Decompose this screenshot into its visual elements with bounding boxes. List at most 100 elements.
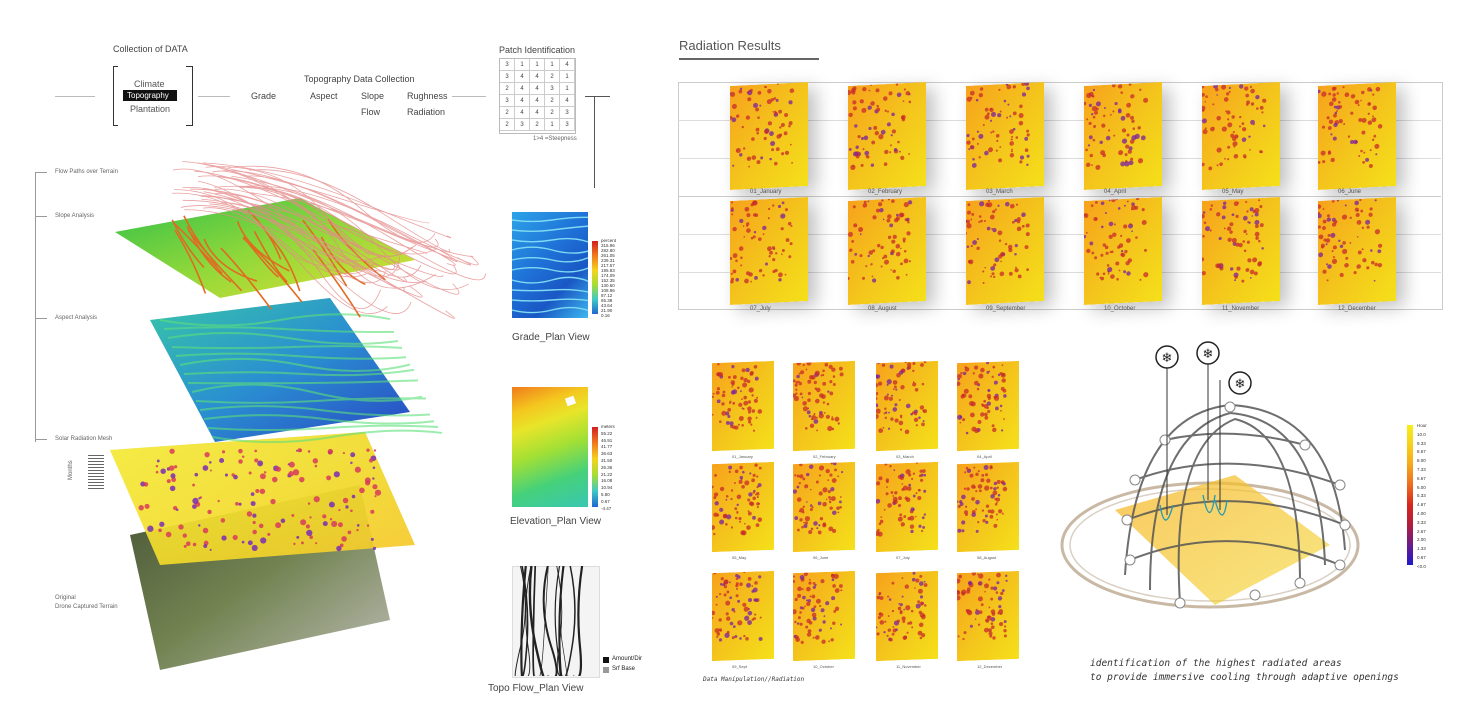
patch-cell: 3 [560,119,575,131]
legend-value: 65.38 [601,298,613,303]
patch-cell: 3 [515,119,530,131]
radiation-small-tile [957,461,1019,553]
legend-value: 2.67 [1417,528,1426,534]
legend-value: 36.63 [601,451,613,457]
radiation-small-tile [957,570,1019,662]
month-label: 09_September [986,306,1026,312]
flow-legend-amount-swatch [603,657,609,663]
patch-cell: 4 [515,71,530,83]
month-radiation-tile [1318,81,1396,191]
snowflake-icon: ❄ [1155,345,1179,369]
legend-value: 21.90 [601,308,613,313]
legend-value: 21.22 [601,471,613,477]
legend-value: 31.50 [601,458,613,463]
legend-value: 6.00 [1417,484,1426,490]
patch-cell: 4 [515,83,530,95]
month-radiation-tile [730,196,808,306]
patch-cell: 3 [545,83,560,95]
small-month-label: 08_August [977,555,997,560]
legend-value: 3.33 [1417,519,1426,525]
topo-flow-plan-title: Topo Flow_Plan View [488,683,584,694]
flow-paths-layer [171,161,486,319]
flow-legend-base: Srf Base [612,666,636,672]
patch-cell: 4 [515,107,530,119]
category-topography[interactable]: Topography [127,91,169,100]
data-caption: Data Manipulation//Radiation [703,676,805,683]
month-radiation-tile [848,81,926,191]
patch-cell: 1 [545,59,560,71]
legend-value: 10.94 [601,485,613,491]
small-month-label: 03_March [896,454,914,459]
month-label: 12_December [1338,306,1376,312]
category-topography-selected[interactable] [123,90,177,101]
radiation-small-tile [876,360,938,452]
snowflake-icon: ❄ [1228,371,1252,395]
patch-cell: 2 [545,95,560,107]
legend-value: Hour [1417,423,1427,428]
small-month-label: 06_June [813,555,829,560]
legend-value: 0.67 [601,498,610,504]
patch-cell: 1 [530,59,545,71]
small-month-label: 10_October [813,664,834,669]
patch-cell: 4 [560,59,575,71]
flow-legend-amount: Amount/Dir [612,656,643,662]
legend-value: 26.36 [601,464,613,470]
patch-cell: 4 [530,95,545,107]
patch-cell: 2 [530,119,545,131]
month-radiation-tile [1084,81,1162,191]
topo-slope: Slope [361,91,385,101]
month-radiation-tile [730,81,808,191]
legend-value: 2.00 [1417,537,1426,543]
legend-value: 130.60 [601,283,615,288]
months-stack [88,455,104,491]
legend-value: 282.80 [601,248,615,253]
month-label: 11_November [1222,306,1260,312]
layer-label-aspect: Aspect Analysis [55,315,98,321]
legend-value: 152.35 [601,278,615,283]
legend-value: -4.47 [601,505,612,511]
layer-label-slope: Slope Analysis [55,213,95,219]
small-month-label: 04_April [977,454,992,459]
legend-value: 6.67 [1417,475,1426,481]
legend-value: <0.0 [1417,563,1426,569]
radiation-small-tile [957,360,1019,452]
topo-grade: Grade [251,91,277,101]
svg-text:❄: ❄ [1203,347,1214,362]
legend-value: 87.12 [601,293,613,298]
patch-cell: 4 [530,71,545,83]
patch-title: Patch Identification [499,45,576,55]
legend-value: meters [601,424,615,429]
aspect-layer [150,298,443,444]
category-climate[interactable]: Climate [134,79,165,89]
patch-cell: 2 [500,83,515,95]
svg-text:❄: ❄ [1235,377,1246,392]
legend-value: percent [601,238,617,243]
legend-value: 41.77 [601,444,613,450]
month-label: 04_April [1104,189,1127,195]
small-month-label: 01_January [732,454,753,459]
radiation-small-tile [876,461,938,553]
month-radiation-tile [1318,196,1396,306]
grade-plan-title: Grade_Plan View [512,332,590,343]
month-radiation-tile [966,81,1044,191]
legend-value: 7.33 [1417,467,1426,472]
month-radiation-tile [848,196,926,306]
dome-caption-line1: identification of the highest radiated a… [1090,658,1342,669]
small-month-label: 02_February [813,454,836,459]
small-month-label: 05_May [732,555,747,560]
patch-cell: 1 [515,59,530,71]
legend-value: 8.67 [1417,449,1426,455]
radiation-small-tile [876,570,938,662]
topo-flow: Flow [361,107,381,117]
legend-value: 261.05 [601,253,615,258]
patch-cell: 2 [500,119,515,131]
radiation-small-tile [793,461,855,553]
radiation-title: Radiation Results [679,38,781,53]
legend-value: 1.33 [1417,546,1426,552]
category-plantation[interactable]: Plantation [130,104,171,114]
patch-note: 1>4 =Steepness [533,136,577,142]
patch-cell: 2 [500,107,515,119]
month-label: 10_October [1104,306,1136,312]
legend-value: 4.67 [1417,502,1426,508]
legend-value: 8.00 [1417,458,1426,464]
